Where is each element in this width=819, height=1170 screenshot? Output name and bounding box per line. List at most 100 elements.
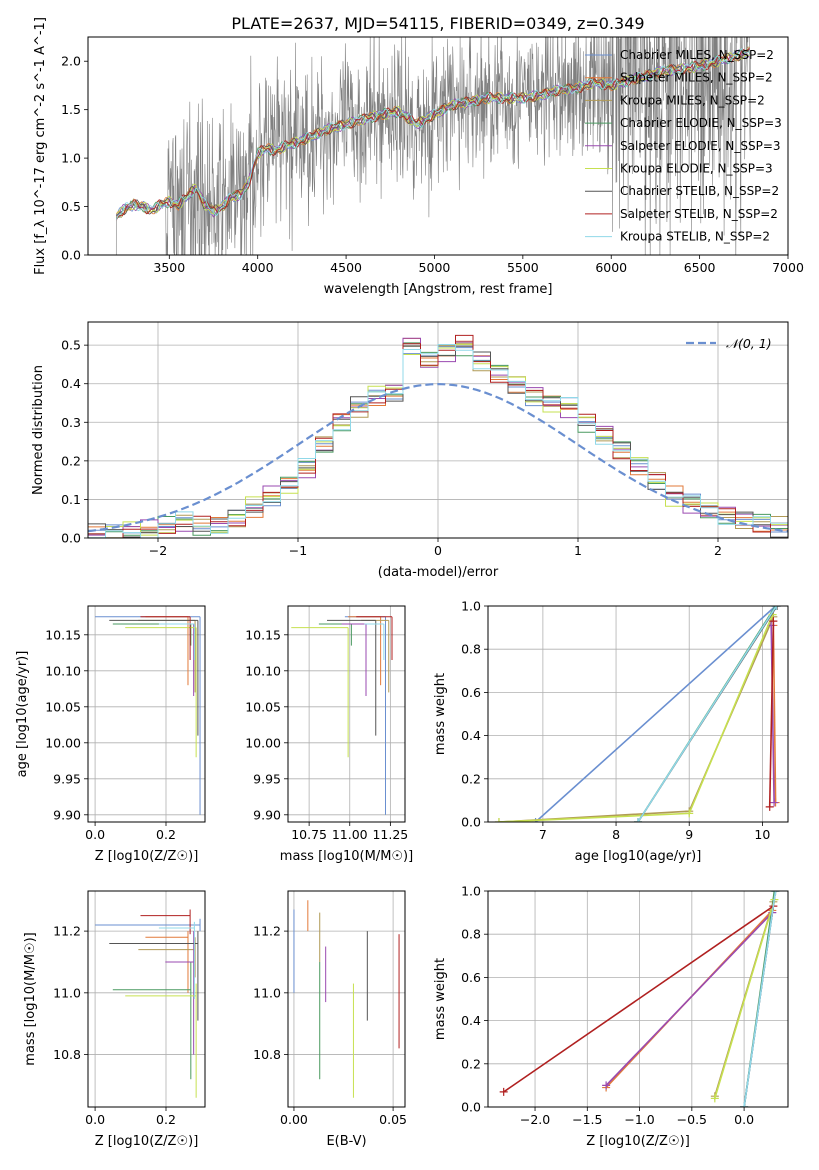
x-axis-label: Z [log10(Z/Z☉)]	[95, 849, 199, 864]
point-1	[145, 616, 189, 686]
y-tick-label-1: 0.5	[61, 199, 81, 214]
y-axis-label: mass weight	[433, 673, 448, 755]
x-tick-label-1: 0.05	[379, 1112, 407, 1127]
weight-marker-7-1	[769, 617, 778, 626]
x-tick-label-1: 8	[612, 827, 620, 842]
y-tick-label-0: 10.8	[53, 1047, 81, 1062]
legend-label-7: Salpeter STELIB, N_SSP=2	[620, 207, 778, 221]
y-axis-label: age [log10(age/yr)]	[15, 651, 30, 778]
y-tick-label-2: 11.2	[253, 924, 281, 939]
y-tick-label-0: 0.0	[461, 815, 481, 830]
y-tick-label-1: 0.2	[461, 771, 481, 786]
panel-residuals: −2 −1 0 1 2 0.0 0.1 0.2 0.3 0.4 0.5 (data-model)/er…	[31, 321, 789, 580]
panel-age-vs-mass: 10.75 11.00 11.25 9.90 9.95 10.00 10.05 10.10 10…	[245, 605, 413, 864]
legend-label-8: Kroupa STELIB, N_SSP=2	[620, 230, 770, 244]
y-tick-label-0: 0.0	[61, 531, 81, 546]
y-tick-label-0: 9.90	[53, 807, 81, 822]
weight-line-7	[768, 621, 775, 807]
y-tick-label-3: 0.6	[461, 685, 481, 700]
x-tick-label-3: −0.5	[677, 1112, 707, 1127]
weight-marker-5-1	[685, 809, 694, 818]
axes-frame	[287, 605, 406, 823]
x-tick-label-1: 0.2	[156, 827, 176, 842]
y-tick-label-2: 10.00	[45, 735, 81, 750]
panel-age-vs-Z: 0.0 0.2 9.90 9.95 10.00 10.05 10.10 10.15 Z [log…	[15, 605, 206, 864]
panel-mass-vs-Z: 0.0 0.2 10.8 11.0 11.2 Z [log10(Z/Z☉)] mass [l…	[23, 890, 206, 1149]
y-axis-label: Flux [f_λ 10^-17 erg cm^-2 s^-1 A^-1]	[33, 17, 48, 275]
point-4	[341, 623, 367, 696]
x-tick-label-3: 1	[574, 543, 582, 558]
point-6	[109, 619, 199, 736]
histogram-model-8	[88, 344, 788, 538]
legend: Chabrier MILES, N_SSP=2 Salpeter MILES, N…	[585, 48, 782, 244]
x-tick-label-3: 5000	[419, 260, 451, 275]
model-line-7	[115, 47, 750, 221]
point-6	[109, 931, 199, 1021]
panels: 3500 4000 4500 5000 5500 6000 6500 7000 0.0 0.5 1.…	[15, 17, 804, 1149]
x-tick-label-2: 4500	[330, 260, 362, 275]
axes-frame	[87, 605, 206, 823]
weight-line-7	[503, 905, 774, 1093]
x-tick-label-4: 5500	[507, 260, 539, 275]
y-tick-label-3: 10.05	[245, 699, 281, 714]
plot-area	[293, 900, 400, 1098]
y-tick-label-1: 9.95	[253, 771, 281, 786]
point-5	[125, 627, 197, 758]
weight-line-2	[498, 616, 775, 822]
point-0	[344, 616, 386, 815]
axes-frame	[87, 890, 206, 1108]
x-axis-label: Z [log10(Z/Z☉)]	[95, 1134, 199, 1149]
plot-area	[115, 37, 751, 255]
x-tick-label-0: −2	[149, 543, 167, 558]
panel-weight-vs-age: 7 8 9 10 0.0 0.2 0.4 0.6 0.8 1.0 age [log10(age/yr…	[433, 599, 789, 864]
point-8	[158, 623, 195, 660]
plot-area	[95, 616, 201, 815]
y-tick-label-4: 0.8	[461, 642, 481, 657]
panel-spectrum: 3500 4000 4500 5000 5500 6000 6500 7000 0.0 0.5 1.…	[33, 17, 804, 297]
legend-label-2: Kroupa MILES, N_SSP=2	[620, 93, 765, 107]
x-tick-label-4: 0.0	[734, 1112, 754, 1127]
weight-marker-8-1	[771, 891, 780, 895]
axes-frame	[87, 321, 789, 539]
x-axis-label: Z [log10(Z/Z☉)]	[586, 1134, 690, 1149]
y-tick-label-5: 10.15	[45, 627, 81, 642]
weight-line-8	[743, 891, 777, 1107]
point-7	[356, 616, 393, 660]
legend-gaussian-label: 𝒩(0, 1)	[726, 336, 772, 351]
point-6	[327, 619, 377, 736]
x-tick-label-3: 10	[754, 827, 770, 842]
legend-label-4: Salpeter ELODIE, N_SSP=3	[620, 139, 781, 153]
x-tick-label-0: 0.0	[85, 827, 105, 842]
y-tick-label-0: 0.0	[461, 1100, 481, 1115]
x-tick-label-1: −1	[289, 543, 307, 558]
weight-marker-4-0	[602, 1081, 611, 1090]
model-line-5	[116, 52, 750, 214]
weight-line-0	[535, 606, 777, 822]
y-tick-label-3: 0.3	[61, 415, 81, 430]
y-tick-label-4: 10.10	[45, 663, 81, 678]
model-line-0	[115, 51, 750, 216]
y-tick-label-4: 0.8	[461, 927, 481, 942]
plot-area	[499, 891, 780, 1107]
point-2	[138, 619, 196, 693]
plot-area	[95, 909, 201, 1098]
y-tick-label-1: 0.1	[61, 492, 81, 507]
y-axis-label: Normed distribution	[31, 365, 46, 495]
legend-label-6: Chabrier STELIB, N_SSP=2	[620, 184, 779, 198]
observed-spectrum-line	[115, 37, 751, 255]
y-axis-label: mass weight	[433, 958, 448, 1040]
weight-line-4	[605, 912, 773, 1086]
plot-area	[88, 334, 788, 538]
legend-label-0: Chabrier MILES, N_SSP=2	[620, 48, 774, 62]
x-tick-label-4: 2	[714, 543, 722, 558]
y-tick-label-4: 0.4	[61, 376, 81, 391]
x-axis-label: age [log10(age/yr)]	[575, 849, 702, 864]
x-axis-label: E(B-V)	[326, 1134, 366, 1149]
x-tick-label-0: 0.00	[280, 1112, 308, 1127]
y-tick-label-2: 10.00	[245, 735, 281, 750]
y-tick-label-3: 1.5	[61, 102, 81, 117]
y-axis-label: mass [log10(M/M☉)]	[23, 932, 38, 1065]
y-tick-label-2: 0.2	[61, 453, 81, 468]
model-line-8	[115, 48, 750, 221]
point-3	[112, 961, 192, 1080]
